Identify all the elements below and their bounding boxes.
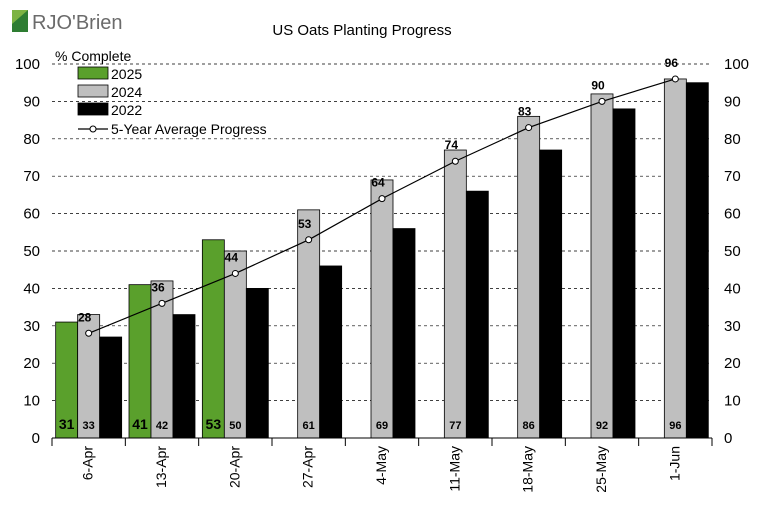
y-tick-right-0: 0: [724, 430, 732, 447]
y-tick-left-90: 90: [23, 93, 40, 110]
y-tick-right-20: 20: [724, 355, 741, 372]
bar-2022-27-Apr: [319, 265, 343, 439]
legend-swatch-2025: [77, 66, 109, 80]
bar-2024-11-May: [443, 149, 467, 439]
bar-label-2024-1-Jun: 96: [669, 420, 681, 432]
x-tick-label-1-Jun: 1-Jun: [666, 446, 682, 481]
bar-2022-20-Apr: [245, 287, 269, 439]
legend-label-average: 5-Year Average Progress: [111, 121, 267, 137]
bar-label-2024-4-May: 69: [376, 420, 388, 432]
bar-2022-13-Apr: [172, 314, 196, 439]
bar-label-2024-25-May: 92: [596, 420, 608, 432]
x-tick-label-6-Apr: 6-Apr: [80, 446, 96, 481]
y-tick-left-0: 0: [32, 430, 40, 447]
company-logo: RJO'Brien: [12, 10, 123, 34]
y-tick-left-60: 60: [23, 206, 40, 223]
bar-label-2025-20-Apr: 53: [206, 416, 222, 432]
average-point-18-May: [525, 124, 533, 132]
bar-label-2024-6-Apr: 33: [83, 420, 95, 432]
x-tick-label-27-Apr: 27-Apr: [300, 446, 316, 488]
average-point-13-Apr: [158, 299, 166, 307]
legend-swatch-2022: [77, 102, 109, 116]
bar-2022-6-Apr: [99, 336, 123, 439]
bar-2022-1-Jun: [685, 82, 709, 439]
y-tick-right-70: 70: [724, 168, 741, 185]
legend-label-2022: 2022: [111, 102, 142, 118]
bar-2024-4-May: [370, 179, 394, 439]
y-tick-right-40: 40: [724, 280, 741, 297]
average-point-11-May: [451, 157, 459, 165]
legend-marker-average: [89, 125, 97, 133]
axes-layer: 0 0 10 10 20 20 30 30 40 40 50 50 60 60 70 70 80 80 90 90 10…: [15, 56, 749, 493]
legend-ylabel: % Complete: [55, 48, 131, 64]
y-tick-left-100: 100: [15, 56, 40, 73]
bar-2024-27-Apr: [297, 209, 321, 439]
legend-label-2025: 2025: [111, 66, 142, 82]
y-tick-left-10: 10: [23, 393, 40, 410]
y-tick-left-80: 80: [23, 131, 40, 148]
average-point-4-May: [378, 195, 386, 203]
y-tick-left-40: 40: [23, 280, 40, 297]
bar-2022-25-May: [612, 108, 636, 439]
average-label-18-May: 83: [518, 105, 532, 119]
average-label-11-May: 74: [445, 138, 459, 152]
chart-title: US Oats Planting Progress: [272, 22, 451, 39]
average-point-6-Apr: [85, 329, 93, 337]
logo-mark-accent-icon: [12, 10, 28, 24]
average-label-27-Apr: 53: [298, 217, 312, 231]
y-tick-right-60: 60: [724, 206, 741, 223]
y-tick-right-80: 80: [724, 131, 741, 148]
y-tick-right-90: 90: [724, 93, 741, 110]
y-tick-left-50: 50: [23, 243, 40, 260]
legend: % Complete 2025 2024 2022 5-Year Average…: [55, 48, 267, 137]
logo-text: RJO'Brien: [32, 12, 123, 34]
bar-label-2024-20-Apr: 50: [229, 420, 241, 432]
bar-2024-1-Jun: [663, 78, 687, 439]
x-tick-label-18-May: 18-May: [520, 446, 536, 493]
bar-label-2024-13-Apr: 42: [156, 420, 168, 432]
y-tick-right-30: 30: [724, 318, 741, 335]
y-tick-right-10: 10: [724, 393, 741, 410]
bar-label-2024-11-May: 77: [449, 420, 461, 432]
average-point-1-Jun: [671, 75, 679, 83]
average-label-20-Apr: 44: [225, 250, 239, 264]
y-tick-left-70: 70: [23, 168, 40, 185]
x-tick-label-11-May: 11-May: [446, 446, 462, 492]
bar-2022-18-May: [539, 149, 563, 439]
y-tick-left-20: 20: [23, 355, 40, 372]
average-point-20-Apr: [231, 269, 239, 277]
y-tick-right-100: 100: [724, 56, 749, 73]
average-label-25-May: 90: [591, 78, 605, 92]
average-label-6-Apr: 28: [78, 310, 92, 324]
x-tick-label-20-Apr: 20-Apr: [226, 446, 242, 488]
y-tick-right-50: 50: [724, 243, 741, 260]
bar-2025-13-Apr: [128, 284, 152, 439]
average-label-1-Jun: 96: [665, 56, 679, 70]
bar-label-2024-18-May: 86: [523, 420, 535, 432]
legend-swatch-2024: [77, 84, 109, 98]
x-tick-label-25-May: 25-May: [593, 446, 609, 493]
bar-label-2024-27-Apr: 61: [303, 420, 315, 432]
average-label-13-Apr: 36: [151, 280, 165, 294]
bar-2025-20-Apr: [201, 239, 225, 439]
y-tick-left-30: 30: [23, 318, 40, 335]
bar-2022-11-May: [465, 190, 489, 439]
bars-layer: 31 33 41 42 53 50 61 69 77 86 92 96: [55, 78, 709, 439]
average-point-25-May: [598, 97, 606, 105]
bar-label-2025-6-Apr: 31: [59, 416, 75, 432]
legend-label-2024: 2024: [111, 84, 142, 100]
x-tick-label-13-Apr: 13-Apr: [153, 446, 169, 488]
bar-label-2025-13-Apr: 41: [132, 416, 148, 432]
average-line-layer: 28 36 44 53 64 74 83 90 96: [78, 56, 679, 337]
average-point-27-Apr: [305, 236, 313, 244]
bar-2024-18-May: [517, 115, 541, 439]
bar-2024-20-Apr: [223, 250, 247, 439]
bar-2022-4-May: [392, 228, 416, 439]
x-tick-label-4-May: 4-May: [373, 446, 389, 485]
bar-2024-25-May: [590, 93, 614, 439]
average-label-4-May: 64: [371, 176, 385, 190]
